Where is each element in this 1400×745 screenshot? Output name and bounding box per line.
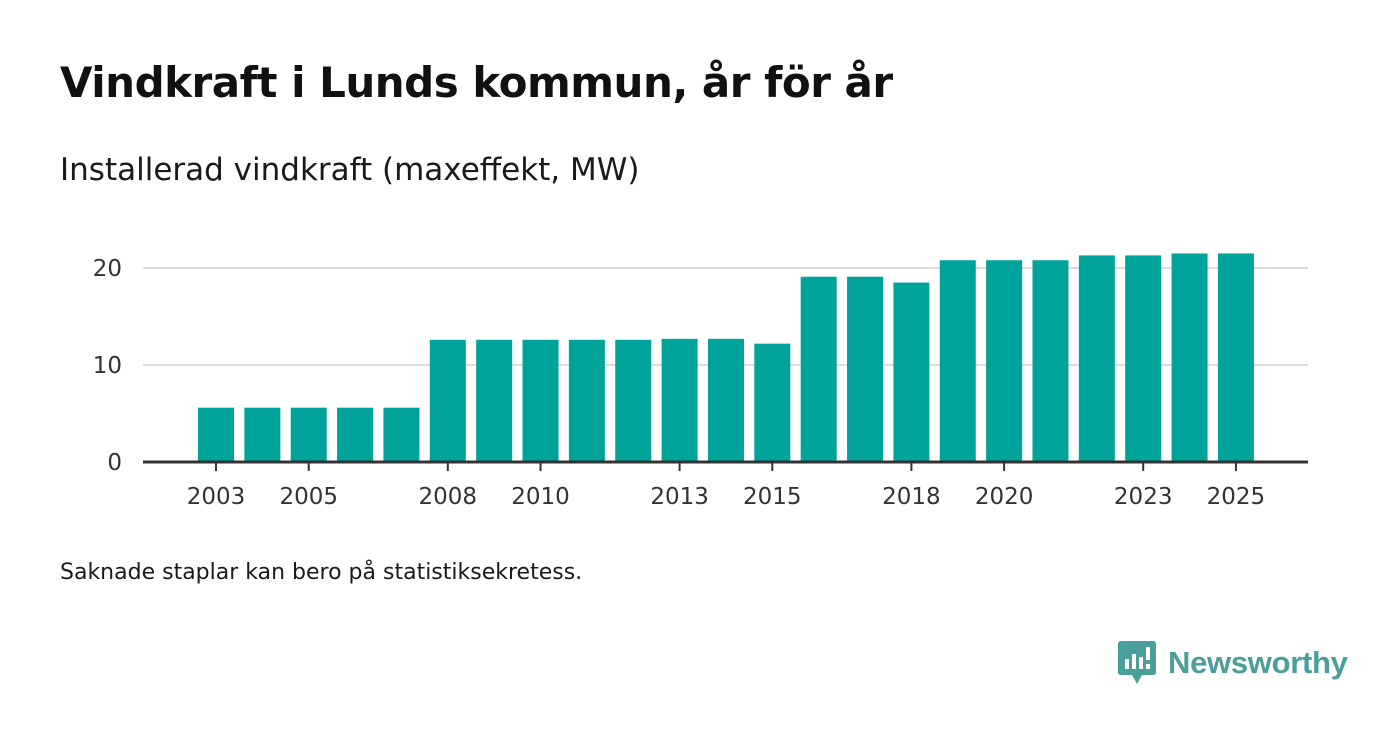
footnote: Saknade staplar kan bero på statistiksek… bbox=[60, 560, 583, 585]
bar-2011 bbox=[568, 339, 605, 462]
bar-2015 bbox=[754, 343, 791, 462]
x-tick-label: 2003 bbox=[187, 484, 246, 510]
bar-2012 bbox=[615, 339, 652, 462]
bar-2014 bbox=[707, 338, 744, 462]
newsworthy-logo-text: Newsworthy bbox=[1168, 645, 1348, 680]
x-tick-label: 2005 bbox=[279, 484, 338, 510]
chart-title: Vindkraft i Lunds kommun, år för år bbox=[60, 58, 893, 107]
x-tick-label: 2010 bbox=[511, 484, 570, 510]
bar-2009 bbox=[476, 339, 513, 462]
bar-2025 bbox=[1217, 253, 1254, 462]
bar-2021 bbox=[1032, 260, 1069, 462]
bar-2018 bbox=[893, 282, 930, 462]
bar-2023 bbox=[1125, 255, 1162, 462]
x-axis-ticks: 2003 2005 2008 2010 2013 2015 2018 2020 2023 2025 bbox=[187, 462, 1265, 510]
bar-2004 bbox=[244, 407, 281, 462]
y-axis-ticks: 0 10 20 bbox=[93, 256, 122, 476]
x-tick-label: 2020 bbox=[975, 484, 1034, 510]
bar-2007 bbox=[383, 407, 420, 462]
x-tick-label: 2008 bbox=[419, 484, 478, 510]
bar-2017 bbox=[847, 276, 884, 462]
x-tick-label: 2025 bbox=[1207, 484, 1266, 510]
x-tick-label: 2013 bbox=[650, 484, 709, 510]
bar-2003 bbox=[198, 407, 234, 462]
bar-2013 bbox=[661, 338, 698, 462]
bars bbox=[198, 253, 1254, 462]
y-tick-label: 20 bbox=[93, 256, 122, 282]
y-tick-label: 0 bbox=[107, 450, 122, 476]
newsworthy-logo: Newsworthy bbox=[1118, 641, 1348, 685]
bar-2019 bbox=[939, 260, 976, 462]
bar-2005 bbox=[290, 407, 327, 462]
bar-2008 bbox=[429, 339, 466, 462]
x-tick-label: 2015 bbox=[743, 484, 802, 510]
y-tick-label: 10 bbox=[93, 353, 122, 379]
bar-2006 bbox=[337, 407, 374, 462]
x-tick-label: 2018 bbox=[882, 484, 941, 510]
bar-2022 bbox=[1078, 255, 1115, 462]
bar-2016 bbox=[800, 276, 837, 462]
bar-2010 bbox=[522, 339, 559, 462]
newsworthy-logo-icon bbox=[1118, 641, 1156, 684]
bar-2024 bbox=[1171, 253, 1208, 462]
chart-subtitle: Installerad vindkraft (maxeffekt, MW) bbox=[60, 152, 640, 188]
x-tick-label: 2023 bbox=[1114, 484, 1173, 510]
bar-2020 bbox=[986, 260, 1023, 462]
